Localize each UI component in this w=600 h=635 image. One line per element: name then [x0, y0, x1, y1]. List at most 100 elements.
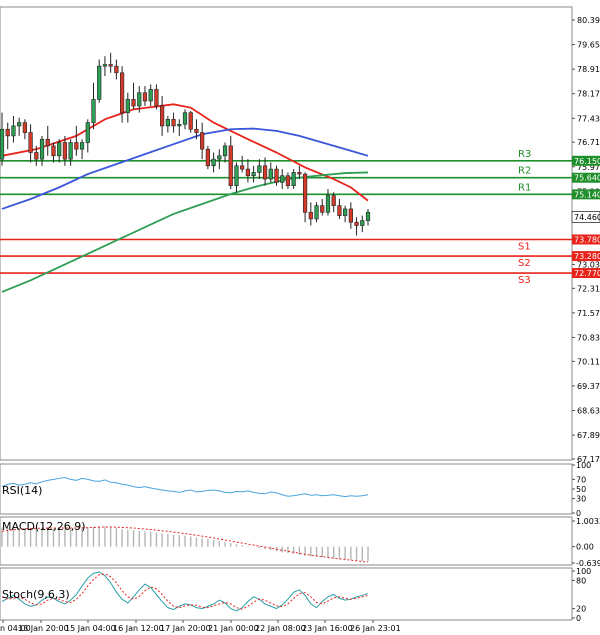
candle-body — [177, 123, 182, 127]
level-label-r3: R3 — [518, 149, 531, 160]
candlesticks — [0, 52, 371, 236]
candle — [22, 119, 27, 140]
stoch-d-line — [1, 573, 369, 610]
candle — [5, 122, 10, 150]
candle-body — [171, 118, 176, 127]
candle-body — [268, 168, 273, 180]
candle-body — [62, 142, 68, 160]
time-tick-label: 22 Jan 08:00 — [255, 624, 306, 633]
candle — [234, 162, 239, 193]
candle — [11, 115, 16, 143]
candle-body — [108, 64, 113, 67]
candle — [137, 86, 142, 113]
candle — [331, 192, 336, 213]
candle — [200, 122, 205, 160]
candle — [268, 162, 273, 183]
price-tick-label: 71.570 — [577, 309, 600, 318]
candle-body — [302, 173, 308, 213]
candle-body — [365, 211, 371, 221]
macd-label: MACD(12,26,9) — [2, 520, 86, 533]
candle-body — [148, 89, 153, 102]
candle — [177, 119, 182, 136]
candle-body — [119, 72, 125, 113]
price-tick-label: 70.110 — [577, 357, 600, 366]
candle — [297, 165, 302, 180]
candle — [79, 139, 85, 160]
price-tick-label: 73.030 — [577, 260, 600, 269]
candle-body — [160, 105, 165, 127]
level-tag-value: 72.770 — [574, 269, 600, 278]
candle-body — [297, 172, 302, 175]
candle-body — [85, 122, 90, 143]
candle — [119, 66, 125, 123]
ma-line — [1, 171, 369, 293]
level-tag-box — [572, 172, 600, 183]
candle-body — [34, 152, 39, 160]
candle — [91, 82, 96, 130]
candle — [348, 202, 353, 229]
candle-body — [262, 165, 268, 180]
candle-body — [291, 172, 296, 187]
candle — [62, 135, 68, 166]
time-tick-label: 15 Jan 04:00 — [65, 624, 116, 633]
candle-body — [285, 175, 291, 187]
price-tick-label: 69.370 — [577, 382, 600, 391]
price-tick-label: 80.390 — [577, 16, 600, 25]
stoch-label: Stoch(9,6,3) — [2, 588, 70, 601]
candle — [302, 172, 308, 223]
candle-body — [125, 99, 130, 113]
time-tick-label: 23 Jan 16:00 — [302, 624, 353, 633]
candle-body — [325, 195, 331, 213]
candle-body — [5, 128, 10, 137]
candle-body — [251, 172, 256, 177]
candle — [251, 165, 256, 183]
candle — [222, 142, 228, 163]
candle — [274, 165, 279, 186]
candle — [57, 139, 62, 163]
candle-body — [308, 211, 313, 220]
rsi-panel-frame — [0, 463, 573, 515]
candle-body — [337, 205, 342, 216]
stoch-k-line — [1, 571, 369, 612]
candle — [114, 59, 119, 80]
candle — [291, 169, 296, 190]
candle — [354, 217, 359, 236]
candle — [160, 96, 165, 136]
candle-body — [257, 165, 262, 173]
candle-body — [102, 64, 108, 67]
candle-body — [245, 168, 251, 177]
price-tick-label: 68.630 — [577, 407, 600, 416]
candle — [74, 125, 79, 156]
candle — [280, 169, 285, 190]
candle — [171, 112, 176, 133]
stoch-tick-label: 100 — [576, 567, 591, 576]
candle-body — [360, 220, 365, 226]
price-tick-label: 70.830 — [577, 333, 600, 342]
ma-line — [1, 103, 369, 202]
candle — [108, 52, 113, 73]
candle-body — [228, 145, 233, 187]
price-tick-label: 77.430 — [577, 114, 600, 123]
current-price-box — [571, 211, 600, 223]
level-tag-value: 75.640 — [574, 174, 600, 183]
candle — [314, 202, 319, 223]
level-tag-value: 73.280 — [574, 252, 600, 261]
candle-body — [354, 221, 359, 226]
candle-body — [68, 142, 73, 160]
price-tick-label: 67.890 — [577, 431, 600, 440]
rsi-tick-label: 70 — [576, 475, 586, 484]
candle — [68, 139, 73, 166]
candle — [125, 92, 130, 123]
candle — [245, 159, 251, 183]
macd-tick-label: 1.0033 — [576, 517, 600, 526]
level-tag-box — [572, 234, 600, 245]
candle-body — [194, 128, 199, 133]
current-price-value: 74.460 — [574, 213, 600, 222]
candle-body — [188, 112, 193, 130]
level-label-r1: R1 — [518, 182, 531, 193]
candle — [188, 110, 193, 133]
